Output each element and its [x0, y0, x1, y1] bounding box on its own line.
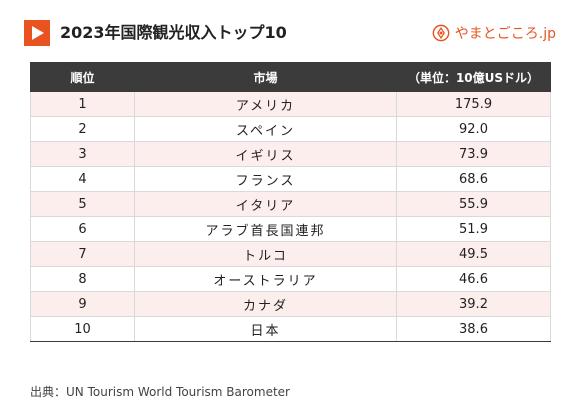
market-cell: オーストラリア: [134, 266, 397, 292]
value-cell: 92.0: [396, 116, 551, 142]
market-cell: イタリア: [134, 191, 397, 217]
page-title: 2023年国際観光収入トップ10: [60, 23, 287, 42]
play-icon: [24, 20, 50, 46]
rank-cell: 2: [30, 116, 135, 142]
market-cell: アラブ首長国連邦: [134, 216, 397, 242]
table-header-row: 順位 市場 （単位：10億USドル）: [30, 62, 551, 92]
table-row: 9 カナダ 39.2: [30, 291, 551, 317]
value-cell: 175.9: [396, 91, 551, 117]
brand-name: やまとごころ.jp: [454, 26, 556, 42]
rank-cell: 5: [30, 191, 135, 217]
value-cell: 38.6: [396, 316, 551, 342]
value-cell: 46.6: [396, 266, 551, 292]
rank-cell: 10: [30, 316, 135, 342]
column-header-value: （単位：10億USドル）: [396, 62, 551, 92]
rank-cell: 3: [30, 141, 135, 167]
table-row: 4 フランス 68.6: [30, 166, 551, 192]
source-note: 出典：UN Tourism World Tourism Barometer: [30, 385, 290, 399]
rank-cell: 9: [30, 291, 135, 317]
market-cell: トルコ: [134, 241, 397, 267]
rank-cell: 7: [30, 241, 135, 267]
table-row: 3 イギリス 73.9: [30, 141, 551, 167]
rank-cell: 6: [30, 216, 135, 242]
column-header-rank: 順位: [30, 62, 135, 92]
rank-cell: 8: [30, 266, 135, 292]
brand-logo: やまとごころ.jp: [432, 23, 556, 43]
market-cell: イギリス: [134, 141, 397, 167]
table-row: 6 アラブ首長国連邦 51.9: [30, 216, 551, 242]
ranking-table: 順位 市場 （単位：10億USドル） 1 アメリカ 175.9 2 スペイン 9…: [30, 62, 551, 342]
value-cell: 39.2: [396, 291, 551, 317]
rank-cell: 4: [30, 166, 135, 192]
value-cell: 55.9: [396, 191, 551, 217]
table-row: 7 トルコ 49.5: [30, 241, 551, 267]
page-header: 2023年国際観光収入トップ10 やまとごころ.jp: [24, 20, 556, 46]
market-cell: スペイン: [134, 116, 397, 142]
market-cell: アメリカ: [134, 91, 397, 117]
market-cell: カナダ: [134, 291, 397, 317]
value-cell: 51.9: [396, 216, 551, 242]
table-row: 8 オーストラリア 46.6: [30, 266, 551, 292]
value-cell: 73.9: [396, 141, 551, 167]
rank-cell: 1: [30, 91, 135, 117]
table-row: 2 スペイン 92.0: [30, 116, 551, 142]
market-cell: 日本: [134, 316, 397, 342]
value-cell: 68.6: [396, 166, 551, 192]
table-row: 10 日本 38.6: [30, 316, 551, 342]
column-header-market: 市場: [134, 62, 397, 92]
table-row: 1 アメリカ 175.9: [30, 91, 551, 117]
value-cell: 49.5: [396, 241, 551, 267]
market-cell: フランス: [134, 166, 397, 192]
brand-logo-icon: [432, 24, 450, 42]
table-row: 5 イタリア 55.9: [30, 191, 551, 217]
